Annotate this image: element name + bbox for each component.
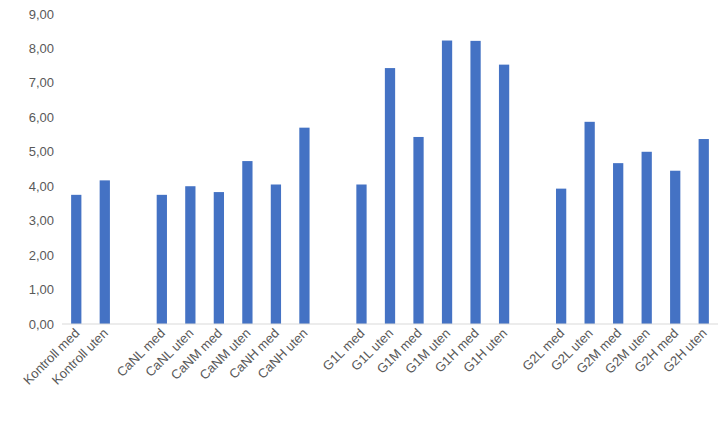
x-tick-label: G2H uten: [660, 326, 710, 376]
bar: [585, 122, 595, 324]
bar: [299, 128, 309, 324]
x-tick-label: G1H uten: [460, 326, 510, 376]
bar: [271, 185, 281, 325]
bar: [442, 41, 452, 324]
y-tick-label: 2,00: [29, 248, 54, 263]
bar: [642, 152, 652, 324]
x-tick-label: Kontroll uten: [49, 326, 111, 388]
x-axis: [62, 324, 718, 325]
bar: [499, 65, 509, 324]
bar: [356, 185, 366, 325]
bar: [613, 163, 623, 324]
bar: [385, 68, 395, 324]
bar: [670, 171, 680, 324]
bar: [185, 186, 195, 324]
bar: [556, 189, 566, 324]
bar: [699, 139, 709, 324]
bar: [242, 161, 252, 324]
y-tick-label: 5,00: [29, 144, 54, 159]
bar: [157, 195, 167, 324]
y-tick-label: 6,00: [29, 110, 54, 125]
bar: [470, 41, 480, 324]
y-tick-label: 9,00: [29, 7, 54, 22]
y-tick-label: 7,00: [29, 75, 54, 90]
y-tick-label: 4,00: [29, 179, 54, 194]
bar: [214, 192, 224, 324]
bar: [100, 180, 110, 324]
y-tick-label: 0,00: [29, 317, 54, 332]
y-tick-label: 3,00: [29, 213, 54, 228]
chart: 0,00 1,00 2,00 3,00 4,00 5,00 6,00 7,00 8,00 9,00…: [0, 0, 720, 424]
y-tick-label: 1,00: [29, 282, 54, 297]
bar: [71, 195, 81, 324]
y-tick-label: 8,00: [29, 41, 54, 56]
bar: [413, 137, 423, 324]
x-tick-label: CaNH uten: [254, 326, 310, 382]
